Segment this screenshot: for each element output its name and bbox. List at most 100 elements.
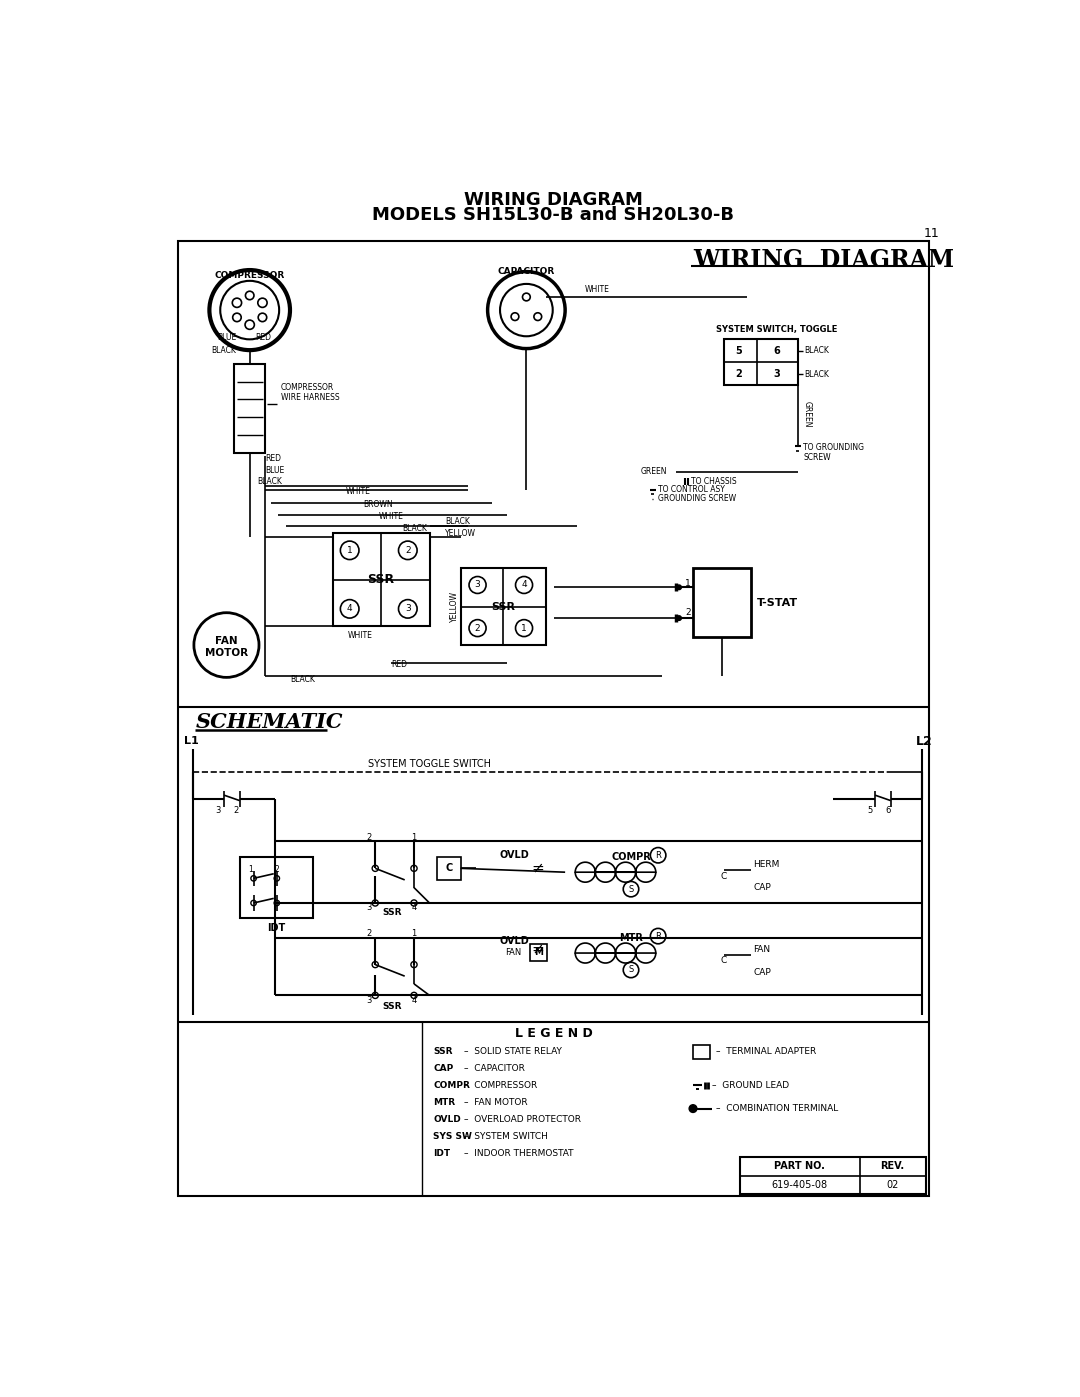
Text: BLACK: BLACK xyxy=(804,346,828,355)
Circle shape xyxy=(220,281,279,339)
Text: 3: 3 xyxy=(773,369,780,379)
Circle shape xyxy=(373,961,378,968)
Text: ≠: ≠ xyxy=(531,861,544,876)
Text: SYSTEM TOGGLE SWITCH: SYSTEM TOGGLE SWITCH xyxy=(368,760,491,770)
Text: T-STAT: T-STAT xyxy=(757,598,798,608)
Text: 02: 02 xyxy=(886,1180,899,1190)
Text: BLACK: BLACK xyxy=(804,369,828,379)
Text: FAN: FAN xyxy=(215,636,238,647)
Circle shape xyxy=(373,992,378,999)
Text: RED: RED xyxy=(266,454,281,464)
Circle shape xyxy=(677,585,681,590)
Text: WIRE HARNESS: WIRE HARNESS xyxy=(281,393,339,401)
Text: –  COMBINATION TERMINAL: – COMBINATION TERMINAL xyxy=(716,1104,838,1113)
Text: 6: 6 xyxy=(886,806,891,814)
Text: OVLD: OVLD xyxy=(500,851,529,861)
Bar xyxy=(240,856,313,918)
Text: PART NO.: PART NO. xyxy=(773,1161,825,1171)
Text: –  SYSTEM SWITCH: – SYSTEM SWITCH xyxy=(464,1132,549,1141)
Text: WHITE: WHITE xyxy=(584,285,609,293)
Text: WHITE: WHITE xyxy=(348,630,373,640)
Text: BLACK: BLACK xyxy=(445,517,470,527)
Circle shape xyxy=(399,541,417,560)
Circle shape xyxy=(274,900,280,905)
Text: 2: 2 xyxy=(405,546,410,555)
Text: 3: 3 xyxy=(475,581,481,590)
Text: COMPR: COMPR xyxy=(611,852,651,862)
Bar xyxy=(177,240,930,1196)
Text: 3: 3 xyxy=(366,902,372,912)
Circle shape xyxy=(251,900,256,905)
Text: 3: 3 xyxy=(215,806,220,814)
Bar xyxy=(530,944,548,961)
Bar xyxy=(724,338,798,384)
Circle shape xyxy=(410,961,417,968)
Text: TO CHASSIS: TO CHASSIS xyxy=(691,476,737,486)
Text: 1: 1 xyxy=(411,833,417,842)
Text: 619-405-08: 619-405-08 xyxy=(771,1180,827,1190)
Text: C: C xyxy=(445,863,453,873)
Text: CAP: CAP xyxy=(754,883,771,893)
Text: 2: 2 xyxy=(366,833,372,842)
Text: –  OVERLOAD PROTECTOR: – OVERLOAD PROTECTOR xyxy=(464,1115,581,1123)
Text: R: R xyxy=(656,932,661,940)
Circle shape xyxy=(258,313,267,321)
Text: TO CONTROL ASY: TO CONTROL ASY xyxy=(658,485,725,495)
Text: 3: 3 xyxy=(405,605,410,613)
Text: BLUE: BLUE xyxy=(217,332,237,341)
Circle shape xyxy=(511,313,518,320)
Bar xyxy=(693,1045,710,1059)
Bar xyxy=(460,569,545,645)
Text: 2: 2 xyxy=(735,369,742,379)
Text: WHITE: WHITE xyxy=(346,486,370,496)
Text: –  TERMINAL ADAPTER: – TERMINAL ADAPTER xyxy=(716,1048,816,1056)
Text: 5: 5 xyxy=(867,806,873,814)
Text: 2: 2 xyxy=(274,865,280,873)
Circle shape xyxy=(258,298,267,307)
Text: MTR: MTR xyxy=(619,933,643,943)
Text: R: R xyxy=(656,851,661,859)
Text: ≠: ≠ xyxy=(531,942,544,957)
Circle shape xyxy=(340,541,359,560)
Text: 1: 1 xyxy=(685,578,691,588)
Circle shape xyxy=(469,577,486,594)
Text: MOTOR: MOTOR xyxy=(205,648,248,658)
Text: TO GROUNDING: TO GROUNDING xyxy=(804,443,864,451)
Text: –  SOLID STATE RELAY: – SOLID STATE RELAY xyxy=(464,1048,563,1056)
Text: MODELS SH15L30-B and SH20L30-B: MODELS SH15L30-B and SH20L30-B xyxy=(373,207,734,225)
Circle shape xyxy=(340,599,359,617)
Text: RED: RED xyxy=(256,332,272,341)
Circle shape xyxy=(515,620,532,637)
Text: –  GROUND LEAD: – GROUND LEAD xyxy=(713,1081,789,1090)
Text: BLACK: BLACK xyxy=(291,675,315,685)
Text: CAPACITOR: CAPACITOR xyxy=(498,267,555,277)
Circle shape xyxy=(245,320,255,330)
Text: SSR: SSR xyxy=(367,573,394,587)
Text: 1: 1 xyxy=(411,929,417,939)
Circle shape xyxy=(500,284,553,337)
Bar xyxy=(437,856,460,880)
Text: –  COMPRESSOR: – COMPRESSOR xyxy=(464,1081,538,1090)
Text: BLACK: BLACK xyxy=(257,478,282,486)
Text: CAP: CAP xyxy=(433,1065,454,1073)
Text: 11: 11 xyxy=(923,226,940,240)
Text: S: S xyxy=(629,884,634,894)
Text: OVLD: OVLD xyxy=(500,936,529,947)
Text: BLACK: BLACK xyxy=(403,524,428,532)
Text: COMPRESSOR: COMPRESSOR xyxy=(281,383,334,391)
Text: HERM: HERM xyxy=(754,861,780,869)
Text: M: M xyxy=(535,947,543,957)
Text: RED: RED xyxy=(391,659,407,669)
Text: GREEN: GREEN xyxy=(804,401,812,427)
Text: 3: 3 xyxy=(366,996,372,1004)
Text: L E G E N D: L E G E N D xyxy=(515,1027,592,1041)
Text: GREEN: GREEN xyxy=(640,467,666,476)
Text: SSR: SSR xyxy=(433,1048,453,1056)
Text: SCREW: SCREW xyxy=(804,453,831,461)
Text: REV.: REV. xyxy=(880,1161,904,1171)
Text: BLACK: BLACK xyxy=(211,346,235,355)
Circle shape xyxy=(251,876,256,882)
Circle shape xyxy=(488,271,565,349)
Text: WHITE: WHITE xyxy=(379,511,404,521)
Text: 2: 2 xyxy=(233,806,239,814)
